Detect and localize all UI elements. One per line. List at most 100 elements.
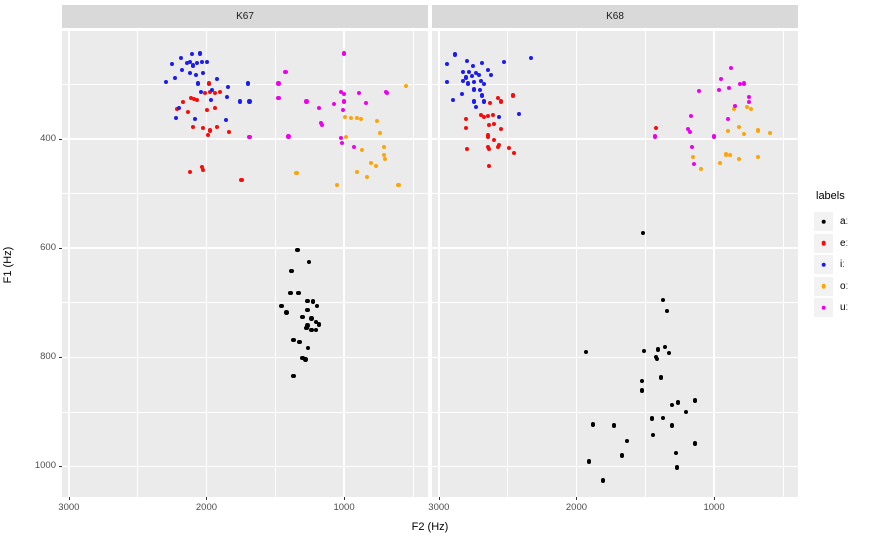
data-point-aː xyxy=(669,402,675,407)
data-point-aː xyxy=(317,322,322,327)
x-tick-label: 3000 xyxy=(58,502,80,513)
data-point-eː xyxy=(200,125,206,131)
data-point-eː xyxy=(185,110,191,115)
data-point-uː xyxy=(746,99,752,105)
data-point-eː xyxy=(495,95,501,101)
data-point-iː xyxy=(225,85,230,90)
data-point-eː xyxy=(204,107,210,113)
data-point-iː xyxy=(189,51,195,57)
data-point-uː xyxy=(689,145,695,150)
data-point-uː xyxy=(340,107,346,113)
data-point-aː xyxy=(315,303,320,309)
data-point-oː xyxy=(725,128,731,134)
legend-key xyxy=(814,276,833,296)
gridline-minor-x xyxy=(644,31,646,497)
data-point-eː xyxy=(202,91,208,96)
data-point-iː xyxy=(473,70,479,76)
gridline-major-y xyxy=(62,138,428,140)
data-point-eː xyxy=(486,146,492,152)
legend: labels aː eː iː oː uː xyxy=(806,190,870,319)
legend-label: uː xyxy=(840,302,849,314)
legend-point-icon xyxy=(821,240,826,246)
data-point-aː xyxy=(314,319,319,325)
data-point-uː xyxy=(685,127,691,132)
data-point-eː xyxy=(207,128,213,133)
data-point-eː xyxy=(206,81,212,86)
data-point-aː xyxy=(305,298,310,304)
data-point-oː xyxy=(374,118,379,124)
data-point-eː xyxy=(498,127,504,132)
data-point-iː xyxy=(466,69,472,75)
data-point-eː xyxy=(212,91,218,96)
data-point-iː xyxy=(184,60,190,66)
data-point-uː xyxy=(319,122,325,128)
gridline-major-x xyxy=(205,31,208,497)
legend-key xyxy=(814,212,833,232)
data-point-aː xyxy=(662,344,668,350)
data-point-aː xyxy=(664,308,670,314)
data-point-aː xyxy=(600,478,606,483)
data-point-aː xyxy=(619,453,625,458)
data-point-uː xyxy=(338,89,344,95)
data-point-iː xyxy=(192,116,198,122)
gridline-major-y xyxy=(62,465,428,468)
data-point-aː xyxy=(640,230,646,236)
data-point-iː xyxy=(209,87,215,93)
y-tick-label: 600 xyxy=(40,242,56,254)
data-point-aː xyxy=(639,378,645,383)
data-point-iː xyxy=(477,87,483,93)
data-point-iː xyxy=(204,59,210,65)
data-point-iː xyxy=(199,59,205,65)
data-point-aː xyxy=(660,415,666,421)
data-point-uː xyxy=(356,91,362,96)
data-point-iː xyxy=(459,92,465,97)
gridline-major-y xyxy=(62,356,428,358)
data-point-uː xyxy=(304,99,309,104)
gridline-major-y xyxy=(432,465,798,468)
data-point-uː xyxy=(384,91,389,96)
data-point-iː xyxy=(470,63,476,69)
gridline-minor-y xyxy=(62,193,428,194)
gridline-minor-y xyxy=(432,193,798,194)
data-point-aː xyxy=(300,314,305,320)
data-point-uː xyxy=(286,134,291,139)
data-point-uː xyxy=(341,99,347,104)
data-point-aː xyxy=(692,441,698,446)
data-point-aː xyxy=(692,398,698,403)
data-point-iː xyxy=(194,60,200,66)
data-point-aː xyxy=(586,459,592,464)
data-point-oː xyxy=(348,116,354,121)
data-point-iː xyxy=(173,75,178,81)
data-point-iː xyxy=(176,105,182,111)
data-point-iː xyxy=(444,80,450,85)
data-point-uː xyxy=(688,113,694,119)
data-point-uː xyxy=(341,92,347,97)
data-point-aː xyxy=(309,316,314,321)
data-point-iː xyxy=(460,79,465,84)
data-point-aː xyxy=(295,247,300,252)
data-point-iː xyxy=(450,98,456,103)
x-tick-label: 1000 xyxy=(333,502,355,513)
data-point-iː xyxy=(465,81,471,86)
data-point-iː xyxy=(178,56,184,61)
data-point-eː xyxy=(486,163,492,168)
data-point-aː xyxy=(683,409,689,415)
data-point-iː xyxy=(190,63,196,68)
data-point-iː xyxy=(164,80,169,85)
facet-strip-label: K67 xyxy=(236,11,254,22)
data-point-oː xyxy=(731,106,737,112)
data-point-eː xyxy=(495,145,501,150)
data-point-iː xyxy=(479,93,485,98)
data-point-uː xyxy=(363,100,369,106)
gridline-minor-y xyxy=(432,84,798,85)
data-point-oː xyxy=(377,130,383,136)
data-point-oː xyxy=(294,170,299,176)
facet-strip-label: K68 xyxy=(606,11,624,22)
x-tick-mark xyxy=(714,497,716,500)
y-tick-label: 400 xyxy=(40,133,56,145)
data-point-iː xyxy=(245,81,250,86)
data-point-oː xyxy=(767,130,773,136)
legend-key xyxy=(814,255,833,275)
legend-entry: aː xyxy=(806,211,870,233)
